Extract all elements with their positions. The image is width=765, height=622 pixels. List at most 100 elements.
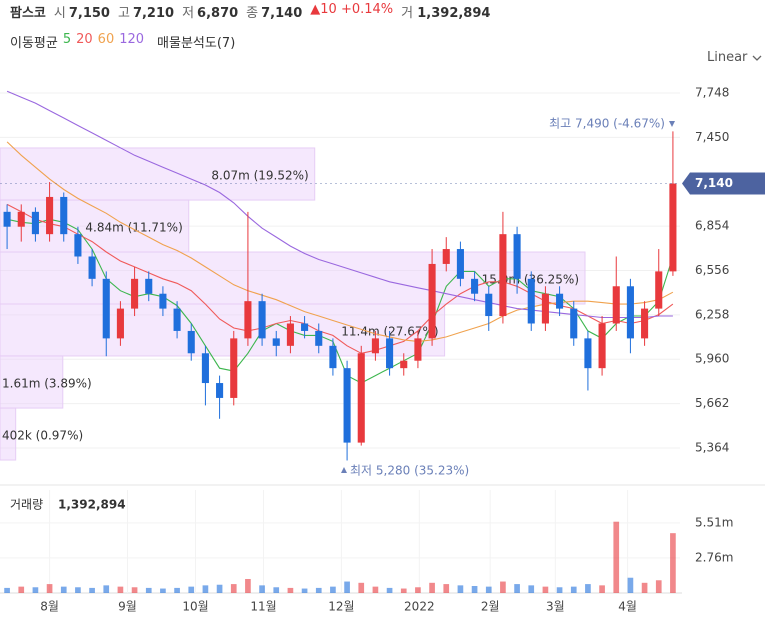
volume-bar	[32, 587, 39, 593]
candle-body	[626, 286, 634, 339]
y-tick-label: 5,364	[695, 440, 729, 454]
candle-body	[527, 278, 535, 324]
volume-bar	[103, 585, 110, 593]
quote-label: 저	[182, 6, 195, 21]
candle-body	[301, 323, 309, 331]
volume-bar	[301, 588, 308, 593]
candle-body	[499, 234, 507, 317]
y-tick-label: 5,960	[695, 352, 729, 366]
volume-value: 1,392,894	[58, 498, 126, 512]
scale-mode[interactable]: Linear	[707, 50, 762, 65]
volume-bar	[655, 580, 662, 593]
x-tick-label: 10월	[182, 600, 208, 614]
volume-bar	[145, 587, 152, 593]
y-tick-label: 5.51m	[695, 515, 733, 529]
legend-entry: 120	[119, 32, 145, 47]
candle-body	[187, 330, 195, 354]
volume-profile-bar	[0, 355, 64, 409]
candle-body	[442, 249, 450, 264]
candle-body	[655, 271, 663, 309]
volume-profile-bar	[0, 147, 316, 201]
quote-item: 시 7,150	[54, 2, 110, 21]
volume-title: 거래량	[10, 498, 43, 512]
candle-body	[17, 211, 25, 227]
y-tick-label: 7,748	[695, 86, 729, 100]
quote-value: 7,140	[261, 6, 303, 21]
volume-bar	[429, 582, 435, 593]
volume-bar	[400, 588, 407, 593]
volume-bar	[230, 584, 237, 593]
indicator-row: 이동평균 5 20 60 120 매물분석도(7)	[10, 32, 235, 51]
legend-entry: 20	[76, 32, 93, 47]
ma-title[interactable]: 이동평균	[10, 36, 58, 51]
quote-label: 거	[401, 6, 414, 21]
candle-body	[485, 293, 493, 317]
y-tick-label: 7,450	[695, 130, 729, 144]
volume-bar	[670, 533, 676, 593]
volume-bar	[500, 581, 506, 593]
candle-body	[272, 338, 280, 346]
price-change: ▲10 +0.14%	[310, 2, 394, 17]
x-tick-label: 2022	[404, 600, 435, 614]
volume-bar	[542, 586, 549, 593]
quote-value: 6,870	[197, 6, 239, 21]
candle-body	[145, 278, 153, 294]
y-tick-label: 5,662	[695, 396, 729, 410]
x-tick-label: 8월	[40, 600, 59, 614]
volume-bar	[528, 585, 535, 593]
volume-profile-label: 8.07m (19.52%)	[211, 169, 308, 183]
candle-body	[258, 301, 266, 339]
candle-body	[173, 308, 181, 331]
x-tick-label: 2월	[481, 600, 500, 614]
last-price-tag	[682, 172, 765, 195]
candle-body	[556, 293, 564, 309]
volume-bar	[216, 584, 223, 593]
candle-body	[244, 301, 252, 339]
y-tick-label: 6,854	[695, 219, 729, 233]
candle-body	[414, 338, 422, 361]
candle-body	[60, 196, 68, 235]
legend-entry: 5	[62, 32, 72, 47]
candle-body	[88, 256, 96, 279]
quote-item: 고 7,210	[118, 2, 174, 21]
candle-body	[570, 308, 578, 339]
candle-body	[541, 293, 549, 324]
volume-bar	[160, 588, 166, 593]
volume-bar	[344, 581, 350, 593]
volume-bar	[75, 587, 81, 593]
candle-body	[598, 323, 606, 369]
candle-body	[286, 323, 294, 346]
volume-bar	[471, 585, 478, 593]
candle-body	[471, 278, 479, 294]
legend: 5 20 60 120	[63, 32, 144, 51]
candle-body	[371, 338, 379, 354]
quote-label: 종	[246, 6, 259, 21]
high-marker	[669, 121, 675, 127]
volume-bar	[585, 584, 591, 593]
volume-bar	[245, 578, 251, 593]
candle-body	[102, 278, 110, 339]
candle-body	[400, 360, 408, 369]
candle-body	[3, 211, 11, 227]
candle-body	[230, 338, 238, 398]
y-tick-label: 6,556	[695, 263, 729, 277]
volume-bar	[627, 577, 634, 593]
candle-body	[513, 234, 521, 279]
candle-body	[612, 286, 620, 324]
volume-bar	[514, 584, 520, 593]
quote-value: 7,210	[132, 6, 175, 21]
quote-label: 고	[117, 6, 130, 21]
candle-body	[669, 183, 677, 272]
profile-title[interactable]: 매물분석도(7)	[157, 36, 236, 51]
candle-body	[46, 196, 54, 235]
x-tick-label: 9월	[118, 600, 137, 614]
x-tick-label: 3월	[546, 600, 565, 614]
volume-bar	[131, 587, 138, 593]
moving-average	[6, 90, 673, 319]
volume-bar	[18, 586, 25, 593]
quote-header: 팜스코 시 7,150 고 7,210 저 6,870 종 7,140 ▲10 +0.14% …	[10, 2, 490, 21]
x-tick-label: 4월	[618, 600, 637, 614]
candle-body	[216, 383, 224, 398]
volume-profile-bar	[0, 303, 446, 357]
